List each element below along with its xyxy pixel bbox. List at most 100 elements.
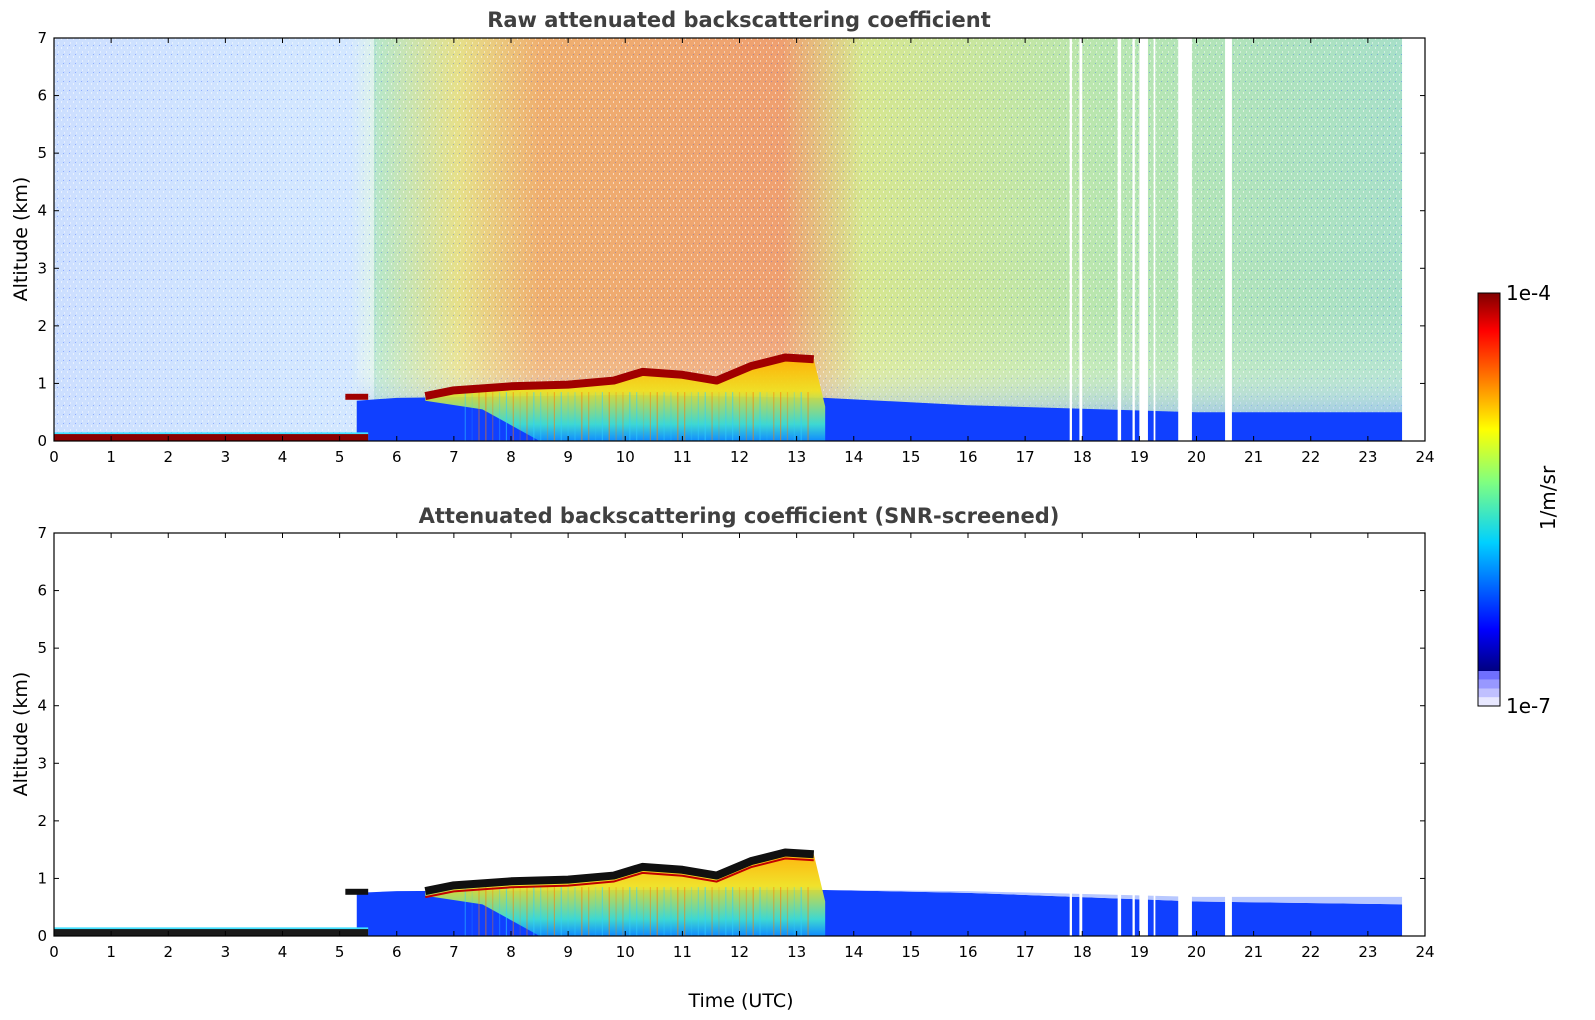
screened-x-tick-label: 5: [335, 943, 345, 961]
raw-x-tick-label: 19: [1130, 448, 1149, 466]
raw-panel-title: Raw attenuated backscattering coefficien…: [487, 8, 991, 32]
colorbar-step: [1478, 671, 1500, 680]
screened-x-tick-label: 11: [673, 943, 692, 961]
raw-x-tick-label: 18: [1073, 448, 1092, 466]
raw-backscatter-panel: Raw attenuated backscattering coefficien…: [10, 8, 1435, 466]
raw-x-tick-label: 7: [449, 448, 459, 466]
raw-x-tick-label: 4: [278, 448, 288, 466]
screened-x-tick-label: 2: [163, 943, 173, 961]
raw-y-tick-label: 0: [37, 432, 47, 450]
raw-y-axis-label: Altitude (km): [10, 177, 32, 302]
colorbar-low-steps: [1478, 671, 1500, 706]
raw-x-tick-label: 11: [673, 448, 692, 466]
raw-cloud-top: [424, 353, 815, 401]
screened-x-tick-label: 12: [730, 943, 749, 961]
raw-data-gap: [1117, 38, 1122, 441]
raw-x-tick-label: 13: [787, 448, 806, 466]
raw-x-tick-label: 24: [1415, 448, 1434, 466]
raw-data-gap: [1178, 38, 1192, 441]
screened-x-tick-label: 24: [1415, 943, 1434, 961]
colorbar-step: [1478, 697, 1500, 706]
screened-y-tick-label: 1: [37, 869, 47, 887]
screened-x-tick-label: 7: [449, 943, 459, 961]
screened-x-tick-label: 20: [1187, 943, 1206, 961]
screened-x-tick-label: 8: [506, 943, 516, 961]
colorbar-unit-label: 1/m/sr: [1536, 465, 1560, 530]
raw-y-axis: 0 1 2 3 4 5 6 7: [37, 29, 1425, 450]
screened-x-tick-label: 1: [106, 943, 116, 961]
screened-data-gap: [1069, 533, 1072, 936]
raw-data-gap: [1402, 38, 1425, 441]
screened-data-gap: [1117, 533, 1122, 936]
raw-x-tick-label: 12: [730, 448, 749, 466]
screened-y-tick-label: 5: [37, 639, 47, 657]
raw-y-tick-label: 3: [37, 259, 47, 277]
raw-data-gap: [1139, 38, 1148, 441]
raw-data-gap: [1069, 38, 1072, 441]
screened-x-tick-label: 15: [901, 943, 920, 961]
screened-data-gap: [1225, 533, 1232, 936]
raw-data-gap: [1153, 38, 1156, 441]
raw-y-tick-label: 2: [37, 317, 47, 335]
screened-data-gap: [1153, 533, 1156, 936]
screened-y-tick-label: 2: [37, 812, 47, 830]
screened-y-tick-label: 4: [37, 697, 47, 715]
raw-x-tick-label: 5: [335, 448, 345, 466]
screened-data-gap: [1139, 533, 1148, 936]
screened-data-gap: [1132, 533, 1135, 936]
screened-x-tick-label: 21: [1244, 943, 1263, 961]
raw-x-tick-label: 0: [49, 448, 59, 466]
screened-data-gap: [1079, 533, 1083, 936]
screened-x-tick-label: 13: [787, 943, 806, 961]
x-axis-label: Time (UTC): [687, 990, 793, 1012]
colorbar-step: [1478, 688, 1500, 698]
raw-heatmap-area: [53, 37, 1426, 442]
colorbar-step: [1478, 679, 1500, 689]
colorbar-max-label: 1e-4: [1506, 281, 1551, 305]
screened-y-axis-label: Altitude (km): [10, 672, 32, 797]
screened-x-tick-label: 14: [844, 943, 863, 961]
raw-x-tick-label: 21: [1244, 448, 1263, 466]
raw-x-tick-label: 23: [1358, 448, 1377, 466]
screened-x-tick-label: 22: [1301, 943, 1320, 961]
raw-y-tick-label: 4: [37, 202, 47, 220]
screened-x-tick-label: 9: [563, 943, 573, 961]
screened-surface-layer: [54, 929, 369, 936]
raw-x-tick-label: 15: [901, 448, 920, 466]
screened-x-tick-label: 6: [392, 943, 402, 961]
screened-x-tick-label: 19: [1130, 943, 1149, 961]
raw-x-tick-label: 9: [563, 448, 573, 466]
screened-x-axis: 0 1 2 3 4 5 6 7 8 9 10 11 12 13 14 15 16 17 18 19 20 21 22 23 24: [49, 533, 1435, 961]
raw-x-axis: 0 1 2 3 4 5 6 7 8 9 10 11 12 13 14 15 16 17 18 19 20 21 22 23 24: [49, 38, 1435, 466]
screened-x-tick-label: 17: [1016, 943, 1035, 961]
colorbar-min-label: 1e-7: [1506, 694, 1551, 718]
raw-x-tick-label: 6: [392, 448, 402, 466]
screened-backscatter-panel: Attenuated backscattering coefficient (S…: [10, 504, 1435, 1012]
raw-y-tick-label: 6: [37, 87, 47, 105]
screened-x-tick-label: 0: [49, 943, 59, 961]
raw-data-gap: [1079, 38, 1083, 441]
raw-x-tick-label: 2: [163, 448, 173, 466]
screened-y-tick-label: 6: [37, 582, 47, 600]
raw-aerosol-patch: [345, 393, 369, 400]
screened-cloud-top: [424, 848, 815, 896]
colorbar-frame: [1477, 292, 1501, 707]
screened-haze-layer: [825, 889, 1403, 905]
screened-x-tick-label: 16: [958, 943, 977, 961]
raw-x-tick-label: 1: [106, 448, 116, 466]
raw-y-tick-label: 7: [37, 29, 47, 47]
raw-y-tick-label: 5: [37, 144, 47, 162]
raw-data-gap: [1132, 38, 1135, 441]
screened-heatmap-area: [53, 532, 1426, 937]
raw-x-tick-label: 14: [844, 448, 863, 466]
screened-data-gap: [1178, 533, 1192, 936]
raw-x-tick-label: 10: [616, 448, 635, 466]
raw-x-tick-label: 8: [506, 448, 516, 466]
colorbar: 1e-4 1e-7 1/m/sr: [1477, 281, 1560, 718]
screened-y-tick-label: 7: [37, 524, 47, 542]
raw-surface-layer: [54, 434, 369, 441]
raw-x-tick-label: 3: [221, 448, 231, 466]
screened-y-tick-label: 0: [37, 927, 47, 945]
screened-aerosol-patch: [345, 888, 369, 895]
